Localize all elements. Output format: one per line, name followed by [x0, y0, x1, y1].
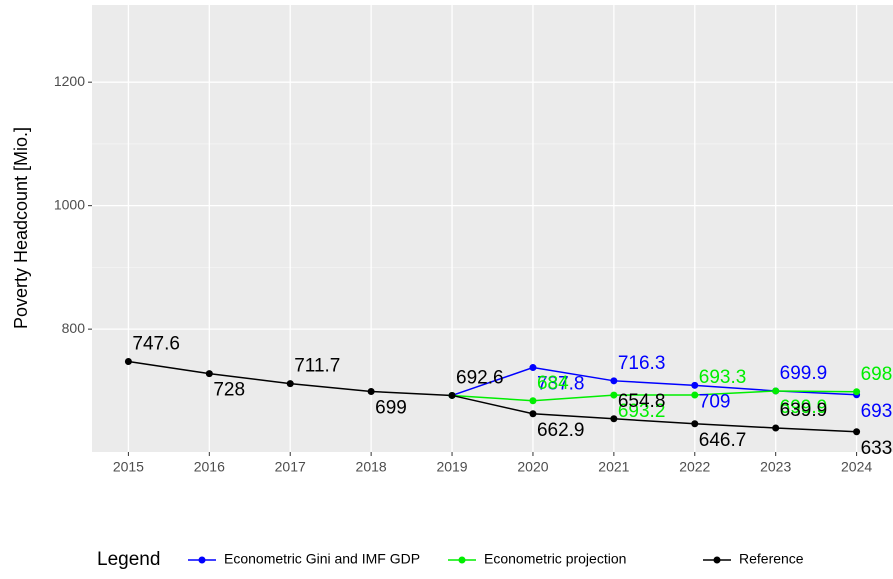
x-tick-label: 2016 [194, 459, 225, 475]
y-tick-label: 800 [62, 320, 86, 336]
point [610, 415, 618, 423]
x-tick-label: 2015 [113, 459, 144, 475]
point [853, 428, 861, 436]
point [691, 381, 699, 389]
data-label: 699 [375, 398, 407, 419]
data-label: 709 [699, 391, 731, 412]
legend-label: Reference [739, 551, 804, 567]
point [610, 377, 618, 385]
y-axis-title: Poverty Headcount [Mio.] [11, 127, 31, 329]
data-label: 699.9 [780, 397, 828, 418]
point [529, 397, 537, 405]
legend-key-point [198, 556, 206, 564]
point [205, 370, 213, 378]
data-label: 716.3 [618, 353, 666, 374]
point [286, 380, 294, 388]
data-label: 633.8 [861, 438, 893, 459]
point [691, 420, 699, 428]
y-tick-label: 1000 [54, 196, 85, 212]
data-label: 693.7 [861, 401, 893, 422]
point [610, 391, 618, 399]
x-tick-label: 2021 [598, 459, 629, 475]
legend-label: Econometric Gini and IMF GDP [224, 551, 420, 567]
data-label: 693.2 [618, 401, 666, 422]
point [853, 388, 861, 396]
data-label: 639.9 [780, 400, 828, 421]
legend-label: Econometric projection [484, 551, 626, 567]
series-line [128, 360, 857, 433]
point [529, 410, 537, 418]
data-label: 711.7 [294, 356, 340, 377]
data-label: 684 [537, 373, 569, 394]
point [691, 391, 699, 399]
legend-key-point [713, 556, 721, 564]
data-label: 698.6 [861, 364, 893, 385]
x-tick-label: 2017 [275, 459, 306, 475]
data-label: 737.8 [537, 374, 585, 395]
point [367, 387, 375, 395]
point [448, 391, 456, 399]
point [772, 424, 780, 432]
point [124, 357, 132, 365]
y-tick-label: 1200 [54, 73, 85, 89]
data-label: 646.7 [699, 430, 747, 451]
data-label: 662.9 [537, 420, 585, 441]
data-label: 699.9 [780, 363, 828, 384]
data-label: 693.3 [699, 367, 747, 388]
x-tick-label: 2023 [760, 459, 791, 475]
legend-title: Legend [97, 549, 160, 570]
x-tick-label: 2020 [517, 459, 548, 475]
x-tick-label: 2022 [679, 459, 710, 475]
point [529, 364, 537, 372]
series-line [451, 390, 857, 402]
data-label: 747.6 [132, 334, 180, 355]
point [772, 387, 780, 395]
x-tick-label: 2018 [356, 459, 387, 475]
data-label: 728 [213, 380, 245, 401]
data-label: 654.8 [618, 391, 666, 412]
plot-panel [92, 5, 893, 452]
x-tick-label: 2024 [841, 459, 872, 475]
data-label: 692.6 [456, 367, 504, 388]
legend-key-point [458, 556, 466, 564]
x-tick-label: 2019 [436, 459, 467, 475]
